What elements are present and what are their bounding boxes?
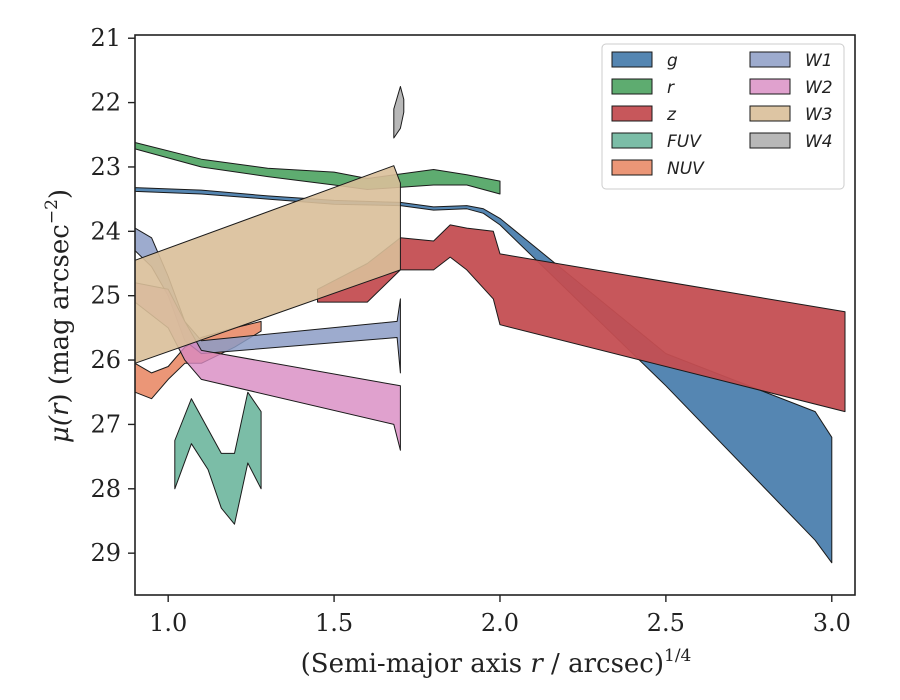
legend-swatch-g — [611, 51, 653, 68]
x-axis: 1.0 1.5 2.0 2.5 3.0 — [149, 595, 851, 637]
area-w4 — [393, 86, 405, 139]
legend: grz FUV NUV W1 W2 W3 W4 — [601, 43, 845, 190]
y-tick-label: 24 — [90, 217, 121, 245]
area-r — [134, 142, 501, 195]
legend-swatch-w3 — [749, 105, 791, 122]
y-tick-label: 28 — [90, 475, 121, 503]
plot-frame — [134, 34, 856, 596]
legend-label-w4: W4 — [805, 132, 833, 152]
y-axis: 21 22 23 24 25 26 27 28 29 — [90, 24, 135, 567]
y-tick-label: 21 — [90, 24, 121, 52]
x-tick-label: 1.5 — [315, 609, 353, 637]
y-tick-label: 25 — [90, 282, 121, 310]
y-tick-label: 26 — [90, 346, 121, 374]
legend-swatch-w2 — [749, 78, 791, 95]
x-axis-title: (Semi-major axis r / arcsec)1/4 — [301, 646, 692, 679]
legend-label-g: g — [667, 51, 678, 71]
legend-swatch-nuv — [611, 159, 653, 176]
legend-swatch-w4 — [749, 132, 791, 149]
x-tick-label: 2.0 — [481, 609, 519, 637]
legend-swatch-r — [611, 78, 653, 95]
legend-swatch-fuv — [611, 132, 653, 149]
legend-label-w1: W1 — [805, 51, 833, 71]
series-areas — [134, 86, 846, 564]
legend-label-w3: W3 — [805, 105, 833, 125]
legend-label-nuv: NUV — [667, 159, 705, 179]
legend-label-z: z — [666, 105, 677, 125]
y-tick-label: 29 — [90, 539, 121, 567]
x-tick-label: 1.0 — [149, 609, 187, 637]
x-tick-label: 2.5 — [647, 609, 685, 637]
area-fuv — [174, 391, 262, 525]
legend-swatch-z — [611, 105, 653, 122]
legend-swatch-w1 — [749, 51, 791, 68]
y-tick-label: 22 — [90, 89, 121, 117]
y-axis-title: μ(r) (mag arcsec−2) — [42, 189, 75, 443]
legend-label-w2: W2 — [805, 78, 833, 98]
legend-label-r: r — [667, 78, 675, 98]
y-tick-label: 27 — [90, 410, 121, 438]
x-tick-label: 3.0 — [813, 609, 851, 637]
legend-label-fuv: FUV — [667, 132, 702, 152]
y-tick-label: 23 — [90, 153, 121, 181]
